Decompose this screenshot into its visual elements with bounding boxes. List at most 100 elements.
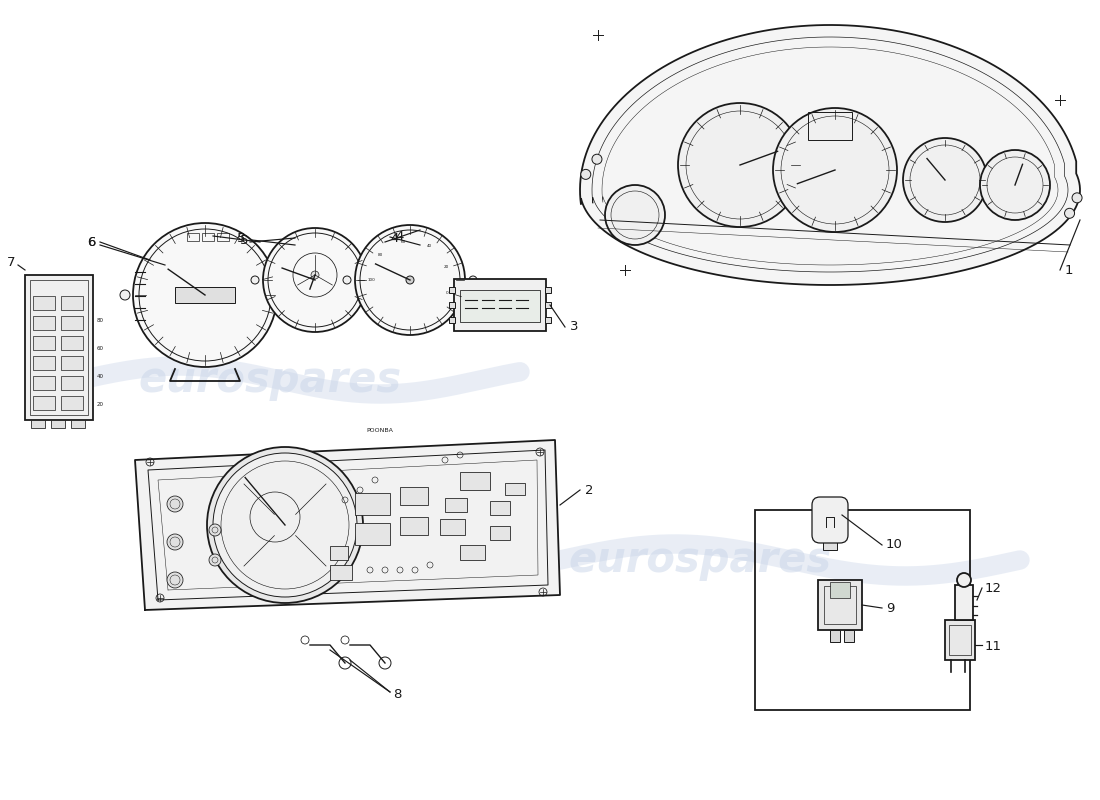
Circle shape <box>678 103 802 227</box>
Circle shape <box>406 276 414 284</box>
Bar <box>33 336 55 350</box>
Circle shape <box>280 290 290 300</box>
Circle shape <box>592 154 602 164</box>
Circle shape <box>120 290 130 300</box>
Text: 40: 40 <box>97 374 104 379</box>
Circle shape <box>903 138 987 222</box>
Bar <box>72 420 85 428</box>
Bar <box>460 545 485 560</box>
Bar <box>33 376 55 390</box>
Text: 6: 6 <box>87 235 95 249</box>
Circle shape <box>213 453 358 597</box>
Text: 11: 11 <box>984 641 1002 654</box>
Bar <box>949 625 971 655</box>
Bar <box>330 565 352 580</box>
Bar <box>460 472 490 490</box>
Circle shape <box>133 223 277 367</box>
Bar <box>955 585 974 620</box>
Bar <box>544 287 551 293</box>
Bar <box>449 302 455 308</box>
Bar <box>33 356 55 370</box>
Bar <box>824 586 856 624</box>
Bar <box>60 376 82 390</box>
Text: 60: 60 <box>400 239 406 243</box>
Bar <box>446 498 468 512</box>
Text: 10: 10 <box>886 538 903 551</box>
Circle shape <box>167 572 183 588</box>
Bar <box>33 296 55 310</box>
Bar <box>31 420 45 428</box>
Text: 4: 4 <box>390 233 398 246</box>
Bar <box>217 233 229 241</box>
Bar <box>490 501 510 515</box>
Circle shape <box>311 271 319 279</box>
Text: 3: 3 <box>570 321 579 334</box>
Bar <box>60 296 82 310</box>
Text: 4: 4 <box>395 230 404 243</box>
Bar <box>330 546 348 560</box>
Bar <box>175 287 235 303</box>
Bar <box>60 316 82 330</box>
Bar <box>808 112 852 140</box>
Bar <box>400 487 428 505</box>
Bar <box>355 523 390 545</box>
Bar <box>490 526 510 540</box>
Bar <box>202 233 215 241</box>
Bar <box>460 290 540 322</box>
Bar <box>755 510 970 710</box>
Polygon shape <box>580 25 1080 285</box>
Bar <box>449 287 455 293</box>
Text: 60: 60 <box>97 346 104 351</box>
Text: 80: 80 <box>377 253 383 257</box>
Bar <box>544 317 551 323</box>
Circle shape <box>343 276 351 284</box>
Circle shape <box>980 150 1050 220</box>
Bar <box>505 483 525 495</box>
Bar <box>33 396 55 410</box>
Text: eurospares: eurospares <box>139 359 402 401</box>
Bar <box>355 493 390 515</box>
Text: 2: 2 <box>585 483 594 497</box>
Bar <box>51 420 65 428</box>
Bar <box>823 534 837 550</box>
Text: 7: 7 <box>7 255 15 269</box>
Circle shape <box>1065 208 1075 218</box>
Circle shape <box>957 573 971 587</box>
Bar <box>60 356 82 370</box>
Text: POONBA: POONBA <box>366 427 394 433</box>
Bar <box>844 630 854 642</box>
Bar <box>30 280 88 415</box>
Bar <box>33 316 55 330</box>
Text: 6: 6 <box>87 235 95 249</box>
Text: 5: 5 <box>236 233 245 246</box>
Bar <box>945 620 975 660</box>
Circle shape <box>371 276 380 284</box>
Bar <box>25 275 94 420</box>
Text: 8: 8 <box>393 689 402 702</box>
Text: 100: 100 <box>367 278 375 282</box>
FancyBboxPatch shape <box>812 497 848 543</box>
Bar <box>818 580 862 630</box>
Text: 40: 40 <box>427 244 432 248</box>
Circle shape <box>209 524 221 536</box>
Bar <box>830 582 850 598</box>
Polygon shape <box>135 440 560 610</box>
Bar <box>830 630 840 642</box>
Circle shape <box>167 534 183 550</box>
Bar <box>187 233 199 241</box>
Text: 80: 80 <box>97 318 104 323</box>
Circle shape <box>209 554 221 566</box>
Bar <box>440 519 465 535</box>
FancyBboxPatch shape <box>454 279 546 331</box>
Circle shape <box>1072 193 1082 203</box>
Text: 1: 1 <box>1065 263 1074 277</box>
Circle shape <box>355 225 465 335</box>
Text: 9: 9 <box>886 602 894 614</box>
Bar <box>449 317 455 323</box>
Circle shape <box>581 170 591 179</box>
Circle shape <box>469 276 477 284</box>
Circle shape <box>167 496 183 512</box>
Circle shape <box>251 276 258 284</box>
Text: 0: 0 <box>446 291 448 295</box>
Circle shape <box>263 228 367 332</box>
